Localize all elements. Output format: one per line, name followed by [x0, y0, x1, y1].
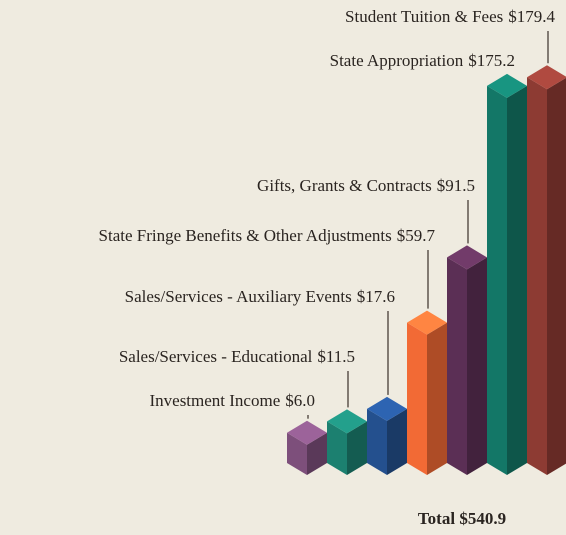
bar-label: Gifts, Grants & Contracts $91.5 — [257, 176, 475, 195]
bar-label: Investment Income $6.0 — [149, 391, 315, 410]
bar-left-face — [287, 432, 307, 475]
bar-right-face — [347, 421, 367, 475]
bar-top-face — [327, 409, 367, 434]
value-label: $179.4 — [508, 7, 555, 26]
value-label: $91.5 — [437, 176, 475, 195]
category-name: Gifts, Grants & Contracts — [257, 176, 432, 195]
bar-label: Sales/Services - Educational $11.5 — [119, 347, 355, 366]
bar-left-face — [487, 85, 507, 475]
value-label: $11.5 — [317, 347, 355, 366]
bar — [287, 420, 327, 475]
bar — [487, 73, 527, 475]
bar-right-face — [547, 77, 566, 475]
value-label: $17.6 — [357, 287, 395, 306]
bar-left-face — [447, 257, 467, 475]
bar — [527, 65, 566, 475]
value-label: $59.7 — [397, 226, 436, 245]
bar-right-face — [307, 432, 327, 475]
bar-top-face — [487, 73, 527, 98]
bar-right-face — [427, 322, 447, 475]
bar-left-face — [407, 322, 427, 475]
category-name: Student Tuition & Fees — [345, 7, 503, 26]
bar — [407, 310, 447, 475]
bar-top-face — [527, 65, 566, 90]
bar-label: Student Tuition & Fees $179.4 — [345, 7, 555, 26]
bar-label: State Fringe Benefits & Other Adjustment… — [99, 226, 436, 245]
bar-right-face — [467, 257, 487, 475]
category-name: Sales/Services - Auxiliary Events — [125, 287, 352, 306]
category-name: State Appropriation — [330, 51, 464, 70]
bar-right-face — [507, 85, 527, 475]
bar-left-face — [527, 77, 547, 475]
category-name: State Fringe Benefits & Other Adjustment… — [99, 226, 392, 245]
bar-top-face — [447, 245, 487, 270]
bar — [327, 409, 367, 475]
bar-top-face — [367, 396, 407, 421]
bar-top-face — [407, 310, 447, 335]
category-name: Investment Income — [149, 391, 280, 410]
category-name: Sales/Services - Educational — [119, 347, 313, 366]
total-annotation: Total $540.9 — [418, 509, 506, 528]
bar-left-face — [367, 408, 387, 475]
bar-right-face — [387, 408, 407, 475]
bar-label: State Appropriation $175.2 — [330, 51, 515, 70]
bar — [367, 396, 407, 475]
bar-top-face — [287, 420, 327, 445]
bar-label: Sales/Services - Auxiliary Events $17.6 — [125, 287, 395, 306]
value-label: $6.0 — [285, 391, 315, 410]
bar — [447, 245, 487, 475]
value-label: $175.2 — [468, 51, 515, 70]
bar-left-face — [327, 421, 347, 475]
